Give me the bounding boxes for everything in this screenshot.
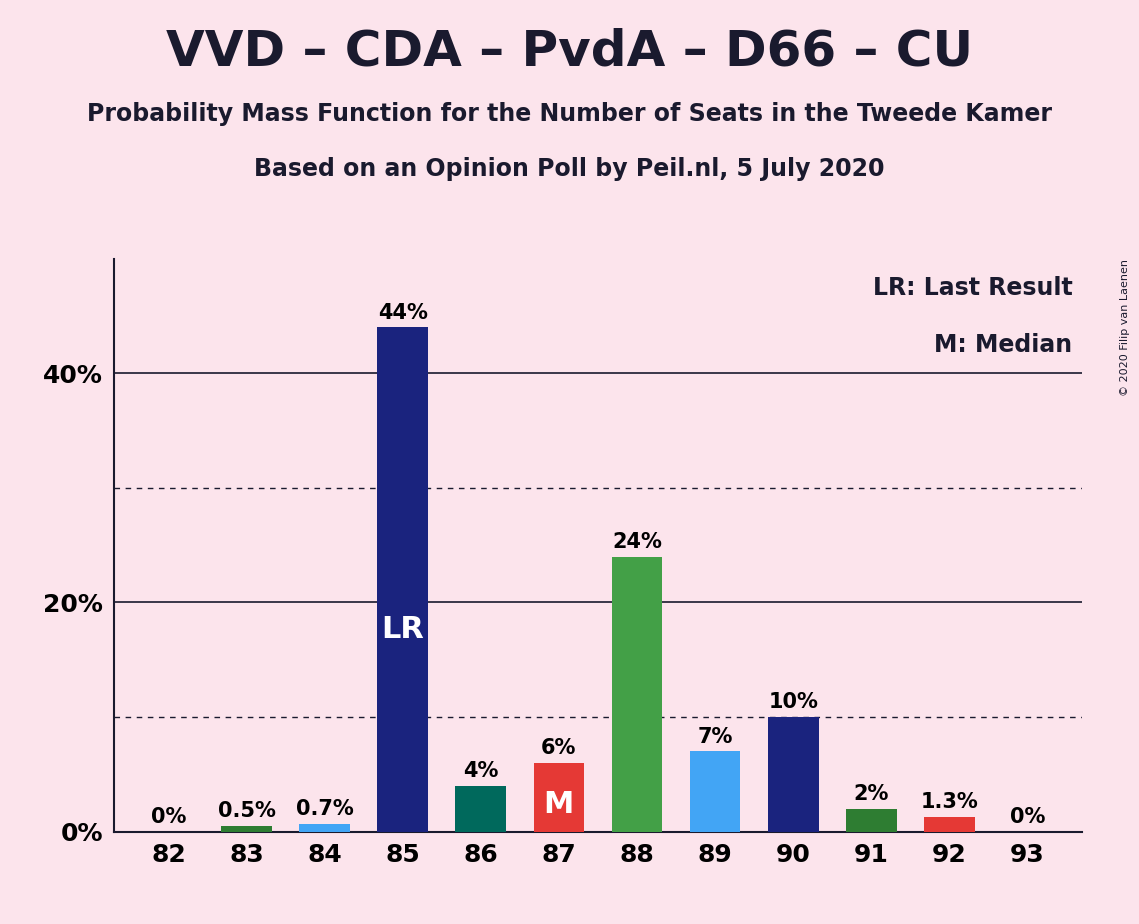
Text: 0%: 0% [150,807,187,827]
Text: 10%: 10% [768,692,818,712]
Text: LR: Last Result: LR: Last Result [872,276,1073,300]
Bar [377,327,428,832]
Bar [221,826,272,832]
Text: LR: LR [382,615,424,644]
Text: Probability Mass Function for the Number of Seats in the Tweede Kamer: Probability Mass Function for the Number… [87,102,1052,126]
Bar [846,808,896,832]
Bar [612,556,663,832]
Text: 4%: 4% [464,761,499,781]
Text: 0.7%: 0.7% [296,799,353,819]
Bar [924,817,975,832]
Text: 7%: 7% [697,727,732,747]
Text: 6%: 6% [541,738,576,759]
Text: 0%: 0% [1009,807,1046,827]
Text: 1.3%: 1.3% [920,792,978,812]
Text: M: M [543,790,574,819]
Text: 24%: 24% [612,532,662,552]
Text: 0.5%: 0.5% [218,801,276,821]
Text: 44%: 44% [378,303,428,322]
Bar [768,717,819,832]
Bar [690,751,740,832]
Text: © 2020 Filip van Laenen: © 2020 Filip van Laenen [1120,259,1130,395]
Bar [300,823,350,832]
Bar [456,785,506,832]
Text: Based on an Opinion Poll by Peil.nl, 5 July 2020: Based on an Opinion Poll by Peil.nl, 5 J… [254,157,885,181]
Text: 2%: 2% [853,784,888,804]
Text: VVD – CDA – PvdA – D66 – CU: VVD – CDA – PvdA – D66 – CU [166,28,973,76]
Bar [533,763,584,832]
Text: M: Median: M: Median [934,334,1073,358]
